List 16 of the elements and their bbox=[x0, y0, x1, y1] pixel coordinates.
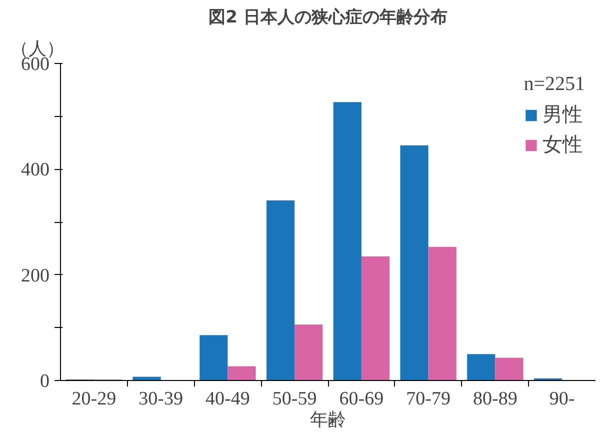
x-tick-label: 60-69 bbox=[339, 388, 384, 410]
x-tick-label: 90- bbox=[549, 388, 575, 410]
legend-label: 男性 bbox=[542, 103, 583, 128]
chart-title: 図2 日本人の狭心症の年齢分布 bbox=[208, 8, 448, 28]
x-tick-label: 80-89 bbox=[473, 388, 518, 410]
x-tick-label: 30-39 bbox=[138, 388, 183, 410]
y-tick-label: 200 bbox=[21, 265, 50, 286]
y-tick-label: 0 bbox=[40, 371, 50, 392]
y-tick-label: 400 bbox=[21, 160, 50, 181]
x-tick-label: 40-49 bbox=[206, 388, 250, 410]
legend-label: 女性 bbox=[542, 133, 583, 158]
x-tick-label: 50-59 bbox=[272, 388, 317, 410]
x-axis-title: 年齢 bbox=[310, 410, 346, 430]
x-tick-label: 70-79 bbox=[406, 388, 450, 410]
legend-title: n=2251 bbox=[524, 73, 585, 96]
x-tick-label: 20-29 bbox=[72, 388, 116, 410]
